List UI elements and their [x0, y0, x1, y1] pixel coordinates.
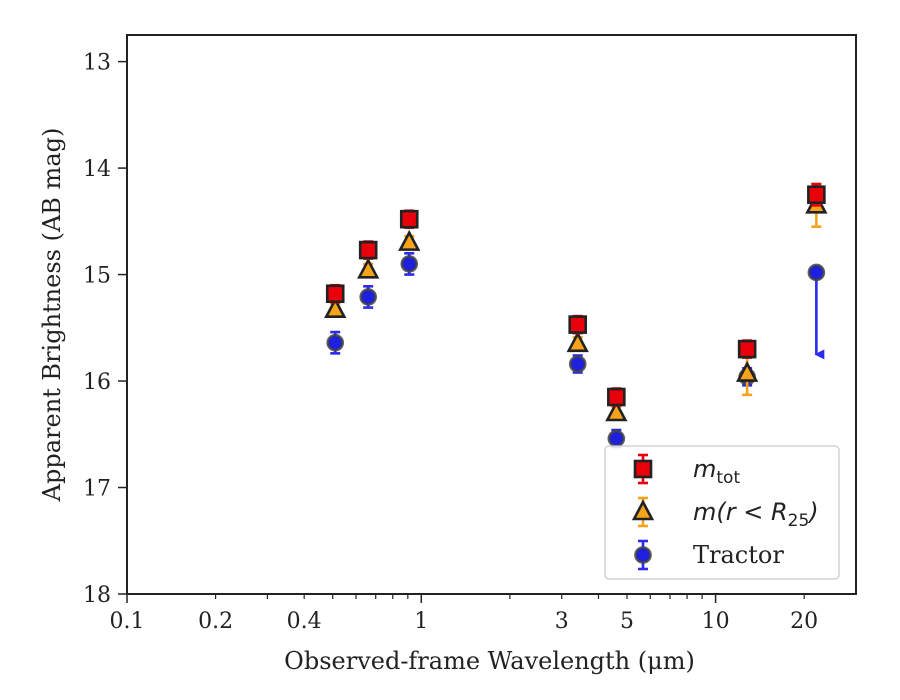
- x-tick-label: 20: [790, 609, 818, 634]
- data-point-circle: [607, 429, 626, 448]
- legend-entry: Tractor: [634, 539, 784, 571]
- data-point-triangle: [735, 360, 759, 382]
- axes-layer: 0.1 0.2 0.4 1 3 5 10 20131415161718Observed-fra…: [38, 34, 857, 675]
- x-tick-label: 0.4: [287, 609, 322, 634]
- legend-label: Tractor: [693, 541, 784, 569]
- data-point-circle: [326, 333, 345, 352]
- data-point-circle: [400, 255, 419, 273]
- legend: mtot m(r < R25) Tractor: [604, 445, 840, 580]
- data-point-square: [607, 387, 626, 407]
- data-point-triangle: [324, 296, 347, 319]
- legend-marker-square: [633, 459, 653, 479]
- data-point-circle: [359, 288, 377, 306]
- y-tick-label: 13: [83, 51, 111, 76]
- legend-marker-triangle: [631, 499, 655, 521]
- data-point-square: [325, 284, 345, 304]
- y-tick-label: 14: [83, 157, 111, 182]
- y-tick-label: 15: [83, 264, 111, 289]
- data-point-circle: [568, 355, 587, 373]
- data-point-triangle: [357, 257, 380, 279]
- data-point-square: [807, 185, 826, 205]
- data-layer: [324, 182, 828, 449]
- legend-box: [604, 445, 840, 580]
- y-tick-label: 18: [83, 583, 111, 608]
- data-point-triangle: [605, 400, 628, 422]
- data-point-square: [568, 315, 588, 334]
- legend-entry: m(r < R25): [631, 496, 819, 531]
- x-tick-label: 0.1: [110, 609, 145, 634]
- legend-marker-circle: [634, 546, 652, 564]
- x-tick-label: 1: [414, 609, 428, 634]
- plot-frame: [126, 34, 857, 595]
- x-tick-label: 3: [555, 609, 569, 634]
- y-axis-label: Apparent Brightness (AB mag): [38, 128, 66, 503]
- data-point-circle: [807, 263, 826, 282]
- x-tick-label: 10: [702, 609, 730, 634]
- series-square: [325, 182, 826, 407]
- x-axis-label: Observed-frame Wavelength (μm): [284, 647, 695, 675]
- data-point-triangle: [398, 229, 421, 251]
- x-tick-label: 5: [620, 609, 634, 634]
- legend-label: mtot: [693, 455, 740, 488]
- y-tick-label: 17: [83, 477, 111, 502]
- x-tick-label: 0.2: [198, 609, 233, 634]
- legend-entry: mtot: [633, 453, 740, 488]
- data-point-square: [737, 339, 757, 359]
- y-tick-label: 16: [83, 370, 111, 395]
- data-point-triangle: [566, 331, 589, 353]
- legend-label: m(r < R25): [693, 498, 819, 531]
- data-point-square: [399, 209, 419, 229]
- data-point-square: [358, 240, 378, 260]
